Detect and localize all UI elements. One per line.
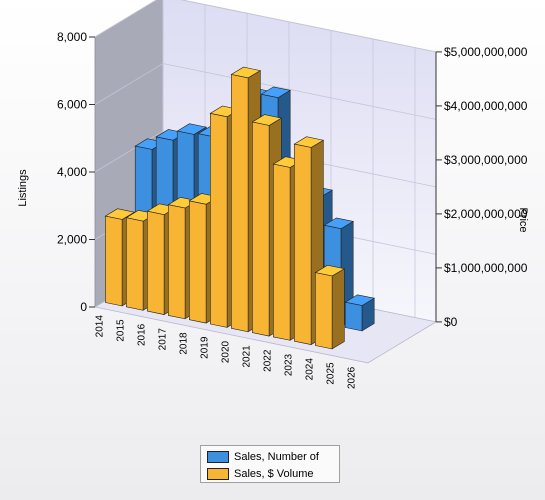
bar-front [314, 272, 333, 350]
bar-front [272, 163, 291, 341]
bar-front [147, 210, 165, 315]
legend-swatch-blue [207, 450, 229, 463]
y2-tick-label: $1,000,000,000 [444, 261, 528, 275]
bar-front [344, 301, 363, 332]
x-tick-label: 2020 [221, 340, 232, 363]
y-tick-label: 0 [80, 300, 87, 314]
bar-front [252, 121, 270, 337]
bar-front [168, 204, 186, 320]
bar-front [210, 113, 228, 328]
x-tick-label: 2024 [305, 358, 316, 381]
y-tick-label: 8,000 [57, 30, 87, 44]
legend-item-sales-count: Sales, Number of [207, 449, 333, 464]
x-tick-label: 2016 [136, 323, 147, 346]
bar-front [231, 74, 249, 333]
bar-front [126, 217, 144, 311]
bar-front [105, 215, 123, 307]
y-tick-label: 6,000 [57, 98, 87, 112]
x-tick-label: 2014 [95, 315, 106, 338]
x-tick-label: 2017 [157, 328, 168, 351]
y2-tick-label: $5,000,000,000 [444, 45, 528, 59]
y-tick-label: 4,000 [57, 165, 87, 179]
x-tick-label: 2019 [200, 336, 211, 359]
legend-item-sales-volume: Sales, $ Volume [207, 466, 333, 481]
y2-tick-label: $3,000,000,000 [444, 153, 528, 167]
legend-swatch-orange [207, 467, 229, 480]
grid-line [94, 63, 437, 120]
legend-label: Sales, $ Volume [234, 467, 314, 480]
y2-tick-label: $2,000,000,000 [444, 207, 528, 221]
bar-sales-count [344, 294, 376, 332]
legend: Sales, Number of Sales, $ Volume [200, 445, 340, 483]
y2-axis-label: Price [517, 207, 529, 232]
x-tick-label: 2022 [262, 349, 273, 372]
bar-front [293, 143, 312, 345]
chart-bars [104, 66, 376, 350]
x-tick-label: 2023 [283, 353, 294, 376]
y2-tick-label: $0 [444, 315, 458, 329]
x-tick-label: 2015 [116, 319, 127, 342]
chart-axes: 0 2,000 4,000 6,000 8,000 $0 $1,000,000,000 $2,… [57, 30, 528, 389]
grid-line [94, 130, 437, 188]
x-tick-label: 2026 [346, 366, 357, 389]
x-tick-label: 2021 [241, 345, 252, 368]
y-tick-label: 2,000 [57, 233, 87, 247]
grid-line [94, 0, 437, 53]
bar-front [189, 200, 207, 324]
bar-sales-volume [314, 264, 346, 350]
y-axis-label: Listings [17, 169, 29, 207]
y2-tick-label: $4,000,000,000 [444, 99, 528, 113]
bar-side [331, 268, 345, 350]
x-tick-label: 2025 [326, 362, 337, 385]
legend-label: Sales, Number of [234, 450, 319, 463]
x-tick-label: 2018 [178, 332, 189, 355]
